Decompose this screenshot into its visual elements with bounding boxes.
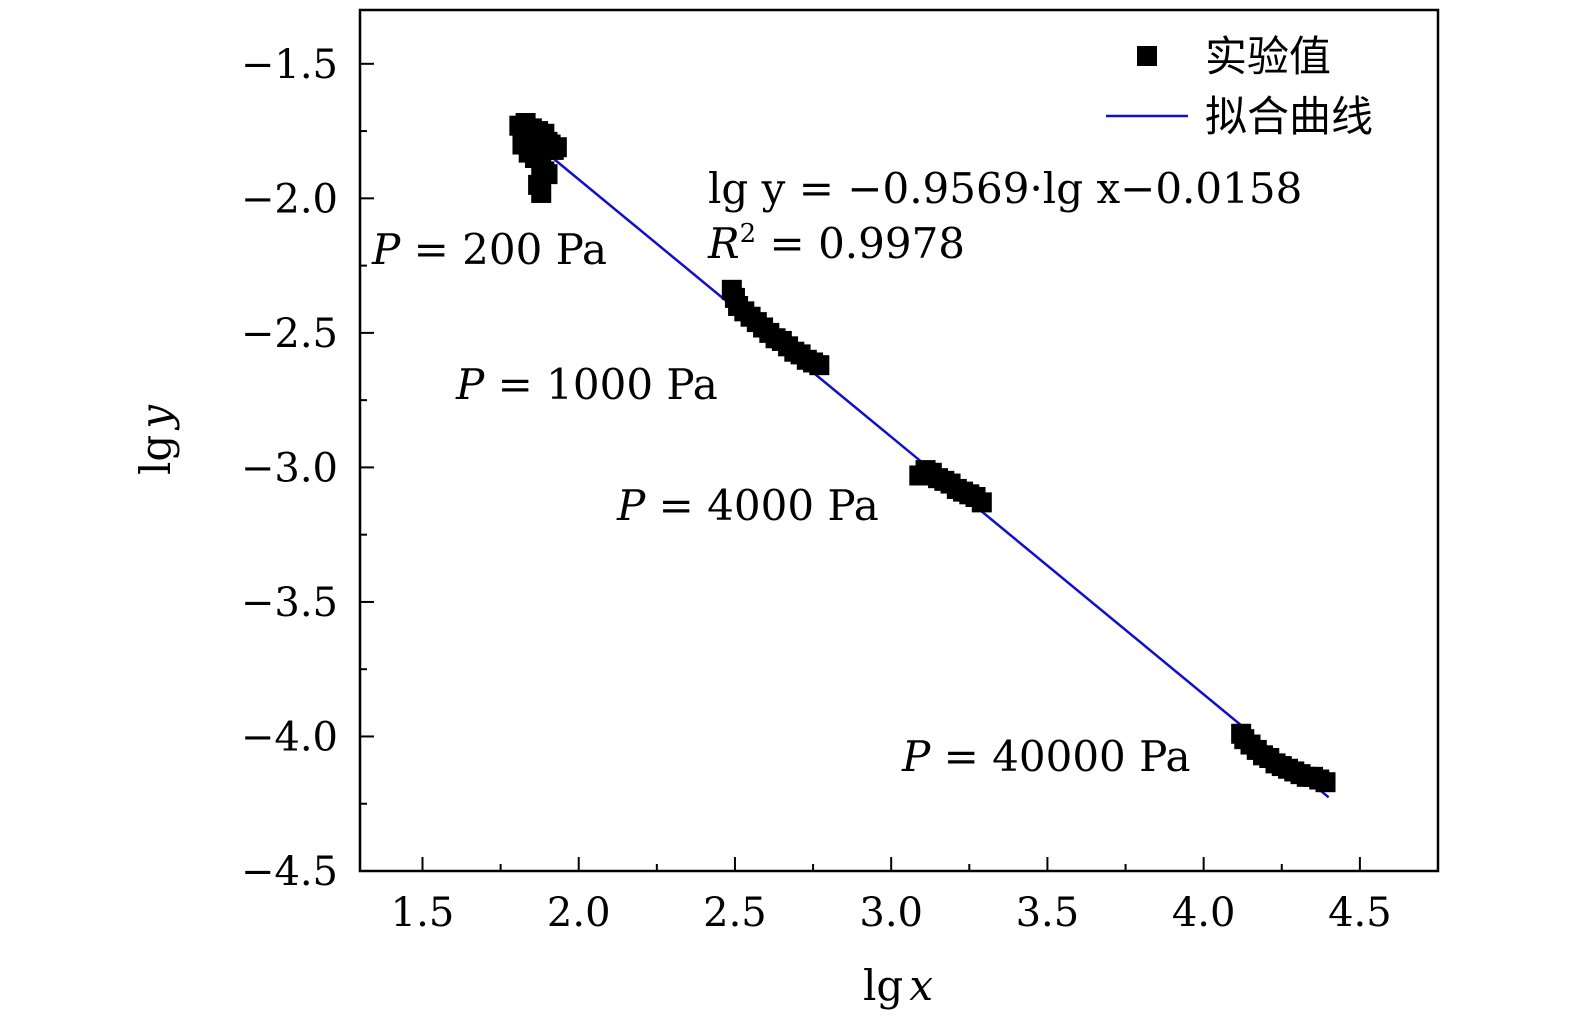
plot-frame	[358, 8, 1440, 873]
y-tick-label: −4.0	[241, 714, 338, 760]
legend: 实验值 拟合曲线	[1106, 32, 1373, 141]
x-tick-label: 4.0	[1172, 890, 1236, 936]
axis-ticks	[360, 62, 1361, 872]
x-axis-label: lg x	[863, 961, 933, 1010]
x-tick-label: 4.5	[1328, 890, 1392, 936]
pressure-label-40000: P = 40000 Pa	[901, 732, 1191, 781]
legend-marker-square	[1137, 46, 1157, 66]
data-point	[546, 137, 567, 158]
pressure-label-1000: P = 1000 Pa	[455, 360, 718, 409]
data-point	[1315, 772, 1336, 793]
y-tick-label: −3.0	[241, 445, 338, 491]
legend-label-fit: 拟合曲线	[1205, 92, 1373, 141]
fit-equation: lg y = −0.9569·lg x−0.0158	[708, 164, 1302, 213]
x-tick-label: 2.0	[547, 890, 611, 936]
y-tick-label: −3.5	[241, 580, 338, 626]
tick-labels: 1.5 2.0 2.5 3.0 3.5 4.0 4.5 −1.5 −2.0 −2.5 −3.0 −3.…	[241, 42, 1392, 936]
data-point	[971, 492, 992, 513]
data-point	[809, 355, 830, 376]
x-tick-label: 2.5	[703, 890, 767, 936]
y-tick-label: −4.5	[241, 849, 338, 895]
legend-label-experimental: 实验值	[1205, 32, 1331, 81]
x-tick-label: 3.0	[859, 890, 923, 936]
pressure-label-200: P = 200 Pa	[371, 225, 607, 274]
data-points	[509, 113, 1336, 793]
data-point	[534, 161, 555, 182]
r-squared-label: R2 = 0.9978	[707, 219, 965, 268]
y-tick-label: −2.0	[241, 176, 338, 222]
y-tick-label: −2.5	[241, 311, 338, 357]
y-tick-label: −1.5	[241, 42, 338, 88]
data-point	[531, 182, 552, 203]
x-tick-label: 3.5	[1016, 890, 1080, 936]
x-tick-label: 1.5	[391, 890, 455, 936]
pressure-label-4000: P = 4000 Pa	[616, 481, 879, 530]
y-axis-label: lgy	[131, 404, 180, 475]
